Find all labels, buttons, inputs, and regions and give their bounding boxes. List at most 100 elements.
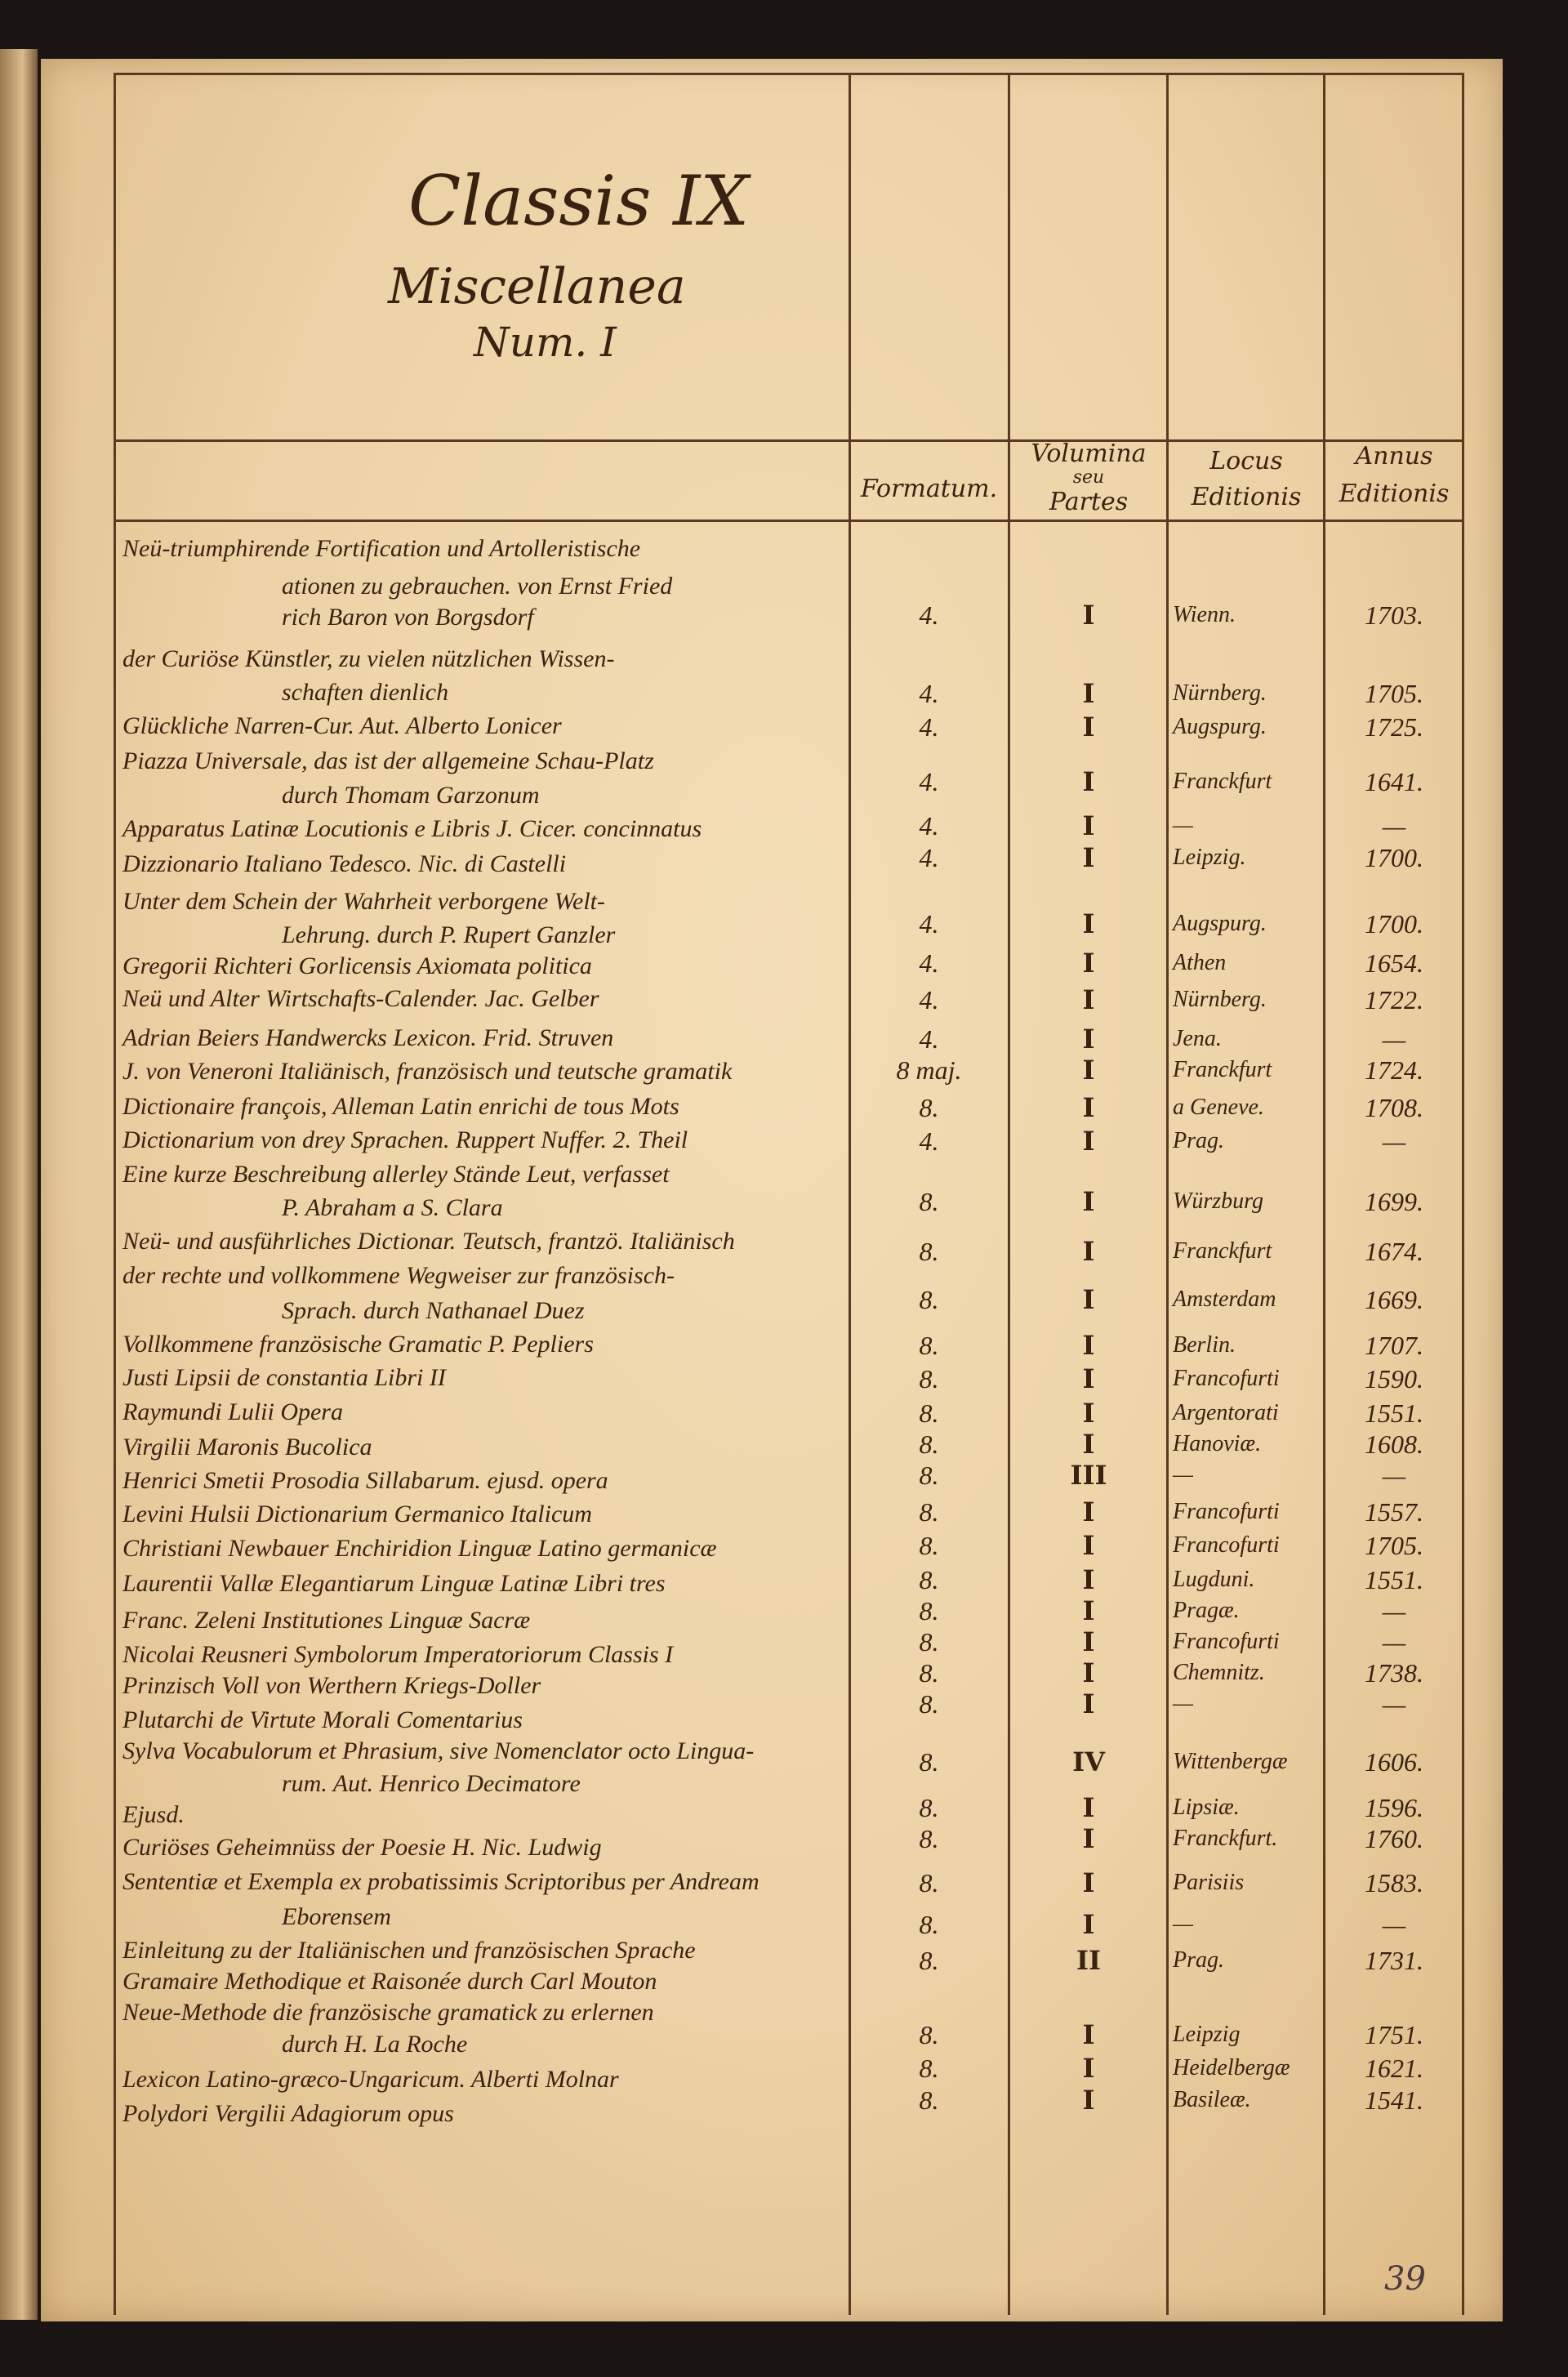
locus-value: Hanoviæ. [1173, 1431, 1262, 1456]
locus-value: — [1173, 1691, 1193, 1716]
annus-value: 1608. [1365, 1429, 1423, 1459]
entry-title-line: Lehrung. durch P. Rupert Ganzler [282, 921, 616, 948]
volumina-value: I [1082, 1330, 1095, 1361]
entry-title-line: Eine kurze Beschreibung allerley Stände … [122, 1161, 670, 1188]
locus-value: Francofurti [1173, 1532, 1280, 1558]
locus-value: Chemnitz. [1173, 1660, 1265, 1685]
locus-value: Francofurti [1173, 1499, 1280, 1524]
annus-value: 1557. [1365, 1497, 1423, 1527]
formatum-value: 8. [919, 1689, 939, 1719]
formatum-value: 4. [919, 909, 939, 939]
entry-title-line: Polydori Vergilii Adagiorum opus [122, 2100, 454, 2127]
annus-value: — [1382, 1596, 1406, 1626]
entry-title-line: Christiani Newbauer Enchiridion Linguæ L… [122, 1535, 717, 1562]
header-annus-editionis: Editionis [1339, 479, 1450, 508]
formatum-value: 4. [919, 767, 939, 796]
volumina-value: I [1082, 1092, 1095, 1123]
formatum-value: 8. [919, 1398, 939, 1428]
formatum-value: 8. [919, 2020, 939, 2049]
volumina-value: I [1082, 1530, 1095, 1561]
locus-value: Leipzig. [1173, 845, 1246, 870]
entry-title-line: Sententiæ et Exempla ex probatissimis Sc… [122, 1868, 760, 1895]
locus-value: Nürnberg. [1173, 680, 1267, 706]
volumina-value: I [1082, 1909, 1095, 1940]
annus-value: 1596. [1365, 1793, 1423, 1822]
locus-value: — [1173, 1911, 1193, 1937]
entry-title-line: Lexicon Latino-græco-Ungaricum. Alberti … [122, 2066, 619, 2093]
annus-value: 1725. [1365, 712, 1423, 742]
locus-value: Athen [1173, 950, 1227, 975]
locus-value: — [1173, 813, 1193, 838]
locus-value: Würzburg [1173, 1188, 1263, 1214]
entry-title-line: Laurentii Vallæ Elegantiarum Linguæ Lati… [122, 1570, 666, 1597]
formatum-value: 8. [919, 2085, 939, 2115]
locus-value: Leipzig [1173, 2022, 1241, 2047]
entry-title-line: Einleitung zu der Italiänischen und fran… [122, 1937, 696, 1964]
annus-value: 1700. [1365, 909, 1423, 939]
entry-title-line: Prinzisch Voll von Werthern Kriegs-Dolle… [122, 1672, 541, 1699]
formatum-value: 8. [919, 1531, 939, 1560]
volumina-value: I [1082, 984, 1095, 1015]
locus-value: Jena. [1173, 1026, 1222, 1051]
formatum-value: 8. [919, 1565, 939, 1594]
formatum-value: 8. [919, 1747, 939, 1777]
entry-title-line: Raymundi Lulii Opera [122, 1398, 343, 1425]
entry-title-line: Dizzionario Italiano Tedesco. Nic. di Ca… [122, 850, 567, 877]
locus-value: Pragæ. [1173, 1598, 1240, 1623]
formatum-value: 8. [919, 1093, 939, 1122]
entry-title-line: Plutarchi de Virtute Morali Comentarius [122, 1706, 523, 1733]
entry-title-line: Eborensem [282, 1903, 391, 1930]
annus-value: 1590. [1365, 1364, 1423, 1394]
volumina-value: I [1082, 842, 1095, 873]
formatum-value: 8. [919, 1285, 939, 1314]
header-partes: Partes [1049, 488, 1129, 516]
locus-value: Augspurg. [1173, 911, 1267, 936]
rule-header-top [114, 439, 1462, 442]
formatum-value: 8. [919, 1461, 939, 1490]
volumina-value: I [1082, 1363, 1095, 1394]
entry-title-line: schaften dienlich [282, 679, 449, 706]
annus-value: — [1382, 811, 1406, 841]
locus-value: Francofurti [1173, 1629, 1280, 1654]
rule-formatum [849, 73, 851, 2315]
formatum-value: 8. [919, 1429, 939, 1459]
formatum-value: 8. [919, 1868, 939, 1898]
entry-title-line: durch H. La Roche [282, 2031, 468, 2058]
formatum-value: 4. [919, 1024, 939, 1054]
formatum-value: 8. [919, 2054, 939, 2083]
volumina-value: I [1082, 2085, 1095, 2116]
volumina-value: I [1082, 1023, 1095, 1055]
locus-value: Heidelbergæ [1173, 2055, 1290, 2080]
volumina-value: III [1070, 1460, 1107, 1491]
entry-title-line: Ejusd. [122, 1801, 185, 1828]
rule-locus [1166, 73, 1169, 2315]
annus-value: 1760. [1365, 1824, 1423, 1853]
volumina-value: I [1082, 2053, 1095, 2084]
formatum-value: 8. [919, 1187, 939, 1216]
entry-title-line: Justi Lipsii de constantia Libri II [122, 1364, 446, 1391]
annus-value: — [1382, 1627, 1406, 1657]
annus-value: 1722. [1365, 985, 1423, 1015]
classis-title: Classis IX [408, 161, 750, 241]
number-title: Num. I [474, 319, 617, 366]
entry-title-line: der rechte und vollkommene Wegweiser zur… [122, 1262, 675, 1289]
rule-annus [1323, 73, 1325, 2315]
locus-value: Nürnberg. [1173, 987, 1267, 1012]
annus-value: 1583. [1365, 1868, 1423, 1898]
header-formatum: Formatum. [860, 475, 998, 503]
annus-value: 1699. [1365, 1187, 1423, 1216]
annus-value: — [1382, 1910, 1406, 1939]
locus-value: Wienn. [1173, 602, 1236, 627]
annus-value: — [1382, 1689, 1406, 1719]
volumina-value: I [1082, 1823, 1095, 1854]
locus-value: Augspurg. [1173, 714, 1267, 739]
volumina-value: I [1082, 1429, 1095, 1460]
formatum-value: 8. [919, 1627, 939, 1657]
entry-title-line: ationen zu gebrauchen. von Ernst Fried [282, 573, 673, 600]
volumina-value: I [1082, 810, 1095, 841]
entry-title-line: Dictionaire françois, Alleman Latin enri… [122, 1093, 679, 1120]
entry-title-line: Piazza Universale, das ist der allgemein… [122, 747, 654, 774]
rule-volumina [1008, 73, 1010, 2315]
locus-value: Berlin. [1173, 1332, 1236, 1358]
annus-value: 1551. [1365, 1565, 1423, 1594]
